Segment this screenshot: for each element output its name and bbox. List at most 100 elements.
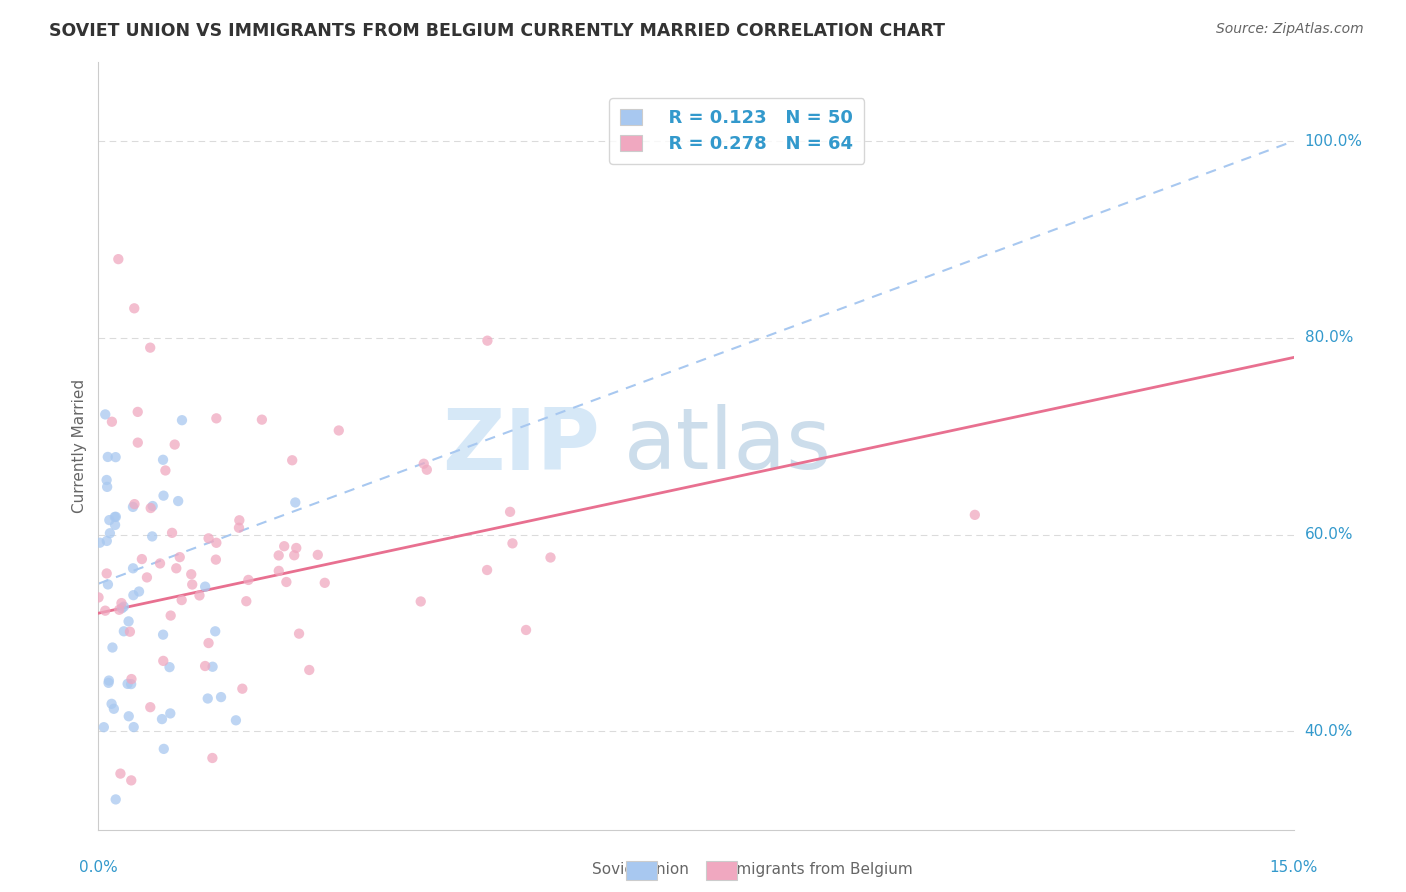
Point: [540, 550, 562, 565]
Point: [194, 659, 217, 673]
Point: [152, 742, 174, 756]
Point: [112, 599, 135, 614]
Text: Source: ZipAtlas.com: Source: ZipAtlas.com: [1216, 22, 1364, 37]
Point: [101, 640, 124, 655]
Point: [409, 594, 432, 608]
Text: Soviet Union: Soviet Union: [592, 863, 689, 877]
Point: [104, 450, 127, 465]
Point: [169, 550, 191, 565]
Point: [110, 596, 132, 610]
Point: [152, 489, 174, 503]
Point: [128, 584, 150, 599]
Point: [124, 497, 146, 511]
Point: [281, 453, 304, 467]
Point: [93, 720, 115, 734]
Point: [209, 690, 232, 704]
Point: [412, 457, 434, 471]
Point: [127, 435, 149, 450]
Point: [142, 499, 165, 513]
Text: 0.0%: 0.0%: [79, 860, 118, 875]
Point: [515, 623, 537, 637]
Point: [97, 673, 120, 688]
Point: [97, 577, 120, 591]
Text: 100.0%: 100.0%: [1305, 134, 1362, 149]
Point: [477, 334, 499, 348]
Point: [283, 549, 305, 563]
Point: [101, 415, 124, 429]
Text: 60.0%: 60.0%: [1305, 527, 1353, 542]
Point: [250, 412, 273, 426]
Text: SOVIET UNION VS IMMIGRANTS FROM BELGIUM CURRENTLY MARRIED CORRELATION CHART: SOVIET UNION VS IMMIGRANTS FROM BELGIUM …: [49, 22, 945, 40]
Point: [108, 603, 131, 617]
Point: [87, 591, 110, 605]
Text: 80.0%: 80.0%: [1305, 330, 1353, 345]
Point: [181, 577, 204, 591]
Text: 15.0%: 15.0%: [1270, 860, 1317, 875]
Point: [152, 654, 174, 668]
Point: [163, 437, 186, 451]
Point: [139, 700, 162, 714]
Point: [104, 510, 127, 524]
Point: [197, 636, 219, 650]
Point: [328, 424, 350, 438]
Point: [120, 672, 142, 686]
Point: [149, 557, 172, 571]
Point: [180, 567, 202, 582]
Point: [97, 676, 120, 690]
Point: [152, 452, 174, 467]
Point: [499, 505, 522, 519]
Point: [89, 535, 111, 549]
Point: [197, 691, 219, 706]
Point: [96, 473, 118, 487]
Point: [150, 712, 173, 726]
Point: [94, 604, 117, 618]
Point: [127, 405, 149, 419]
Point: [205, 411, 228, 425]
Point: [103, 702, 125, 716]
Point: [104, 792, 127, 806]
Point: [120, 773, 142, 788]
Point: [124, 301, 146, 316]
Point: [97, 450, 120, 464]
Point: [110, 766, 132, 780]
Point: [963, 508, 986, 522]
Point: [238, 573, 260, 587]
Point: [117, 677, 139, 691]
Point: [284, 495, 307, 509]
Point: [117, 615, 139, 629]
Point: [205, 536, 228, 550]
Point: [188, 589, 211, 603]
Point: [307, 548, 329, 562]
Point: [98, 526, 121, 541]
Point: [139, 501, 162, 516]
Point: [122, 588, 145, 602]
Point: [170, 593, 193, 607]
Point: [122, 561, 145, 575]
Point: [100, 697, 122, 711]
Point: [159, 608, 181, 623]
Point: [118, 709, 141, 723]
Text: 40.0%: 40.0%: [1305, 723, 1353, 739]
Legend:   R = 0.123   N = 50,   R = 0.278   N = 64: R = 0.123 N = 50, R = 0.278 N = 64: [609, 98, 865, 164]
Point: [122, 500, 145, 514]
Point: [152, 628, 174, 642]
Point: [285, 541, 308, 555]
Point: [155, 463, 177, 477]
Point: [267, 564, 290, 578]
Point: [298, 663, 321, 677]
Point: [131, 552, 153, 566]
Point: [501, 536, 523, 550]
Point: [141, 529, 163, 543]
Point: [98, 513, 121, 527]
Point: [235, 594, 257, 608]
Point: [416, 463, 439, 477]
Point: [170, 413, 193, 427]
Point: [96, 480, 118, 494]
Point: [111, 601, 134, 615]
Point: [139, 341, 162, 355]
Point: [225, 714, 247, 728]
Point: [205, 552, 228, 566]
Point: [159, 660, 181, 674]
Point: [288, 626, 311, 640]
Point: [122, 720, 145, 734]
